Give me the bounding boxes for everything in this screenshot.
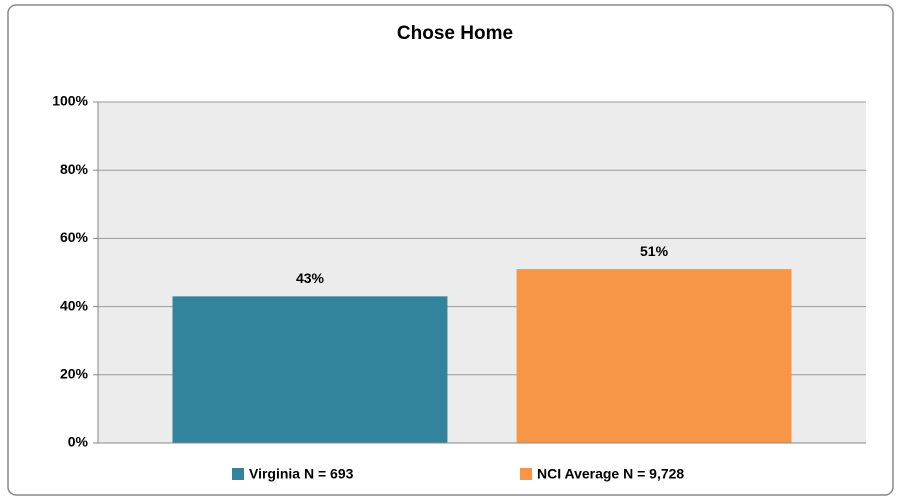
legend-label: Virginia N = 693	[249, 466, 354, 482]
chart-title: Chose Home	[397, 23, 513, 44]
y-tick-label: 0%	[68, 434, 89, 450]
legend-label: NCI Average N = 9,728	[537, 466, 684, 482]
legend-swatch	[520, 468, 532, 480]
y-tick-label: 60%	[60, 229, 89, 245]
y-tick-label: 80%	[60, 161, 89, 177]
legend-swatch	[232, 468, 244, 480]
bar	[516, 269, 792, 443]
value-label: 51%	[640, 243, 669, 259]
y-tick-label: 100%	[52, 93, 88, 109]
y-tick-label: 20%	[60, 366, 89, 382]
y-tick-label: 40%	[60, 297, 89, 313]
value-label: 43%	[296, 270, 325, 286]
bar	[172, 296, 448, 443]
